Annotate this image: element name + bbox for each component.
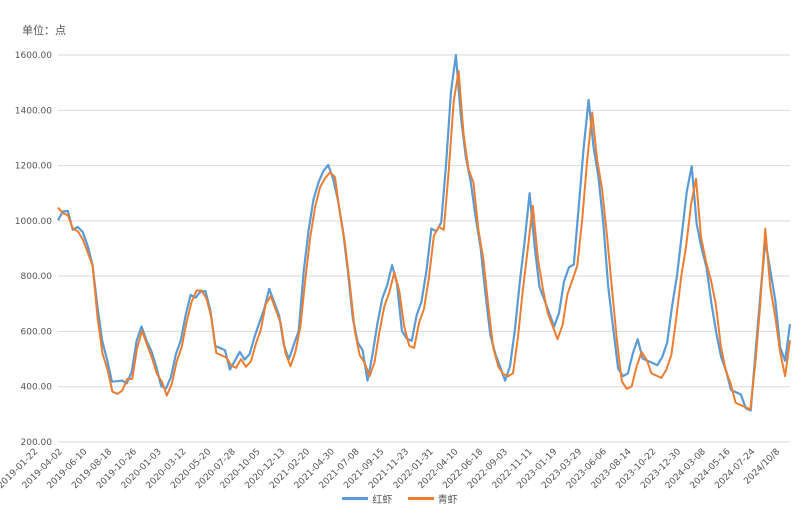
legend: 红虾 青虾 bbox=[0, 491, 800, 506]
series-line-qingxia bbox=[57, 70, 791, 411]
unit-label: 单位：点 bbox=[22, 24, 66, 37]
legend-item-qingxia: 青虾 bbox=[407, 491, 458, 506]
y-tick-label: 1200.00 bbox=[15, 162, 52, 172]
legend-item-hongxia: 红虾 bbox=[342, 491, 392, 506]
legend-swatch-hongxia bbox=[342, 497, 369, 500]
y-tick-label: 600.00 bbox=[21, 327, 53, 337]
x-axis: 2019-01-222019-04-022019-06-102019-08-18… bbox=[0, 447, 782, 491]
y-tick-label: 1600.00 bbox=[15, 51, 52, 61]
y-tick-label: 400.00 bbox=[21, 383, 53, 393]
y-axis: 200.00 400.00 600.00 800.00 1000.00 1200.00 14… bbox=[15, 51, 52, 448]
series-lines bbox=[57, 53, 792, 412]
y-tick-label: 1000.00 bbox=[15, 217, 52, 227]
y-tick-label: 200.00 bbox=[21, 438, 53, 448]
legend-swatch-qingxia bbox=[407, 497, 434, 500]
legend-label-qingxia: 青虾 bbox=[437, 495, 458, 506]
y-tick-label: 1400.00 bbox=[15, 106, 52, 116]
legend-label-hongxia: 红虾 bbox=[372, 495, 393, 506]
y-tick-label: 800.00 bbox=[21, 272, 53, 282]
series-line-hongxia bbox=[57, 53, 792, 412]
